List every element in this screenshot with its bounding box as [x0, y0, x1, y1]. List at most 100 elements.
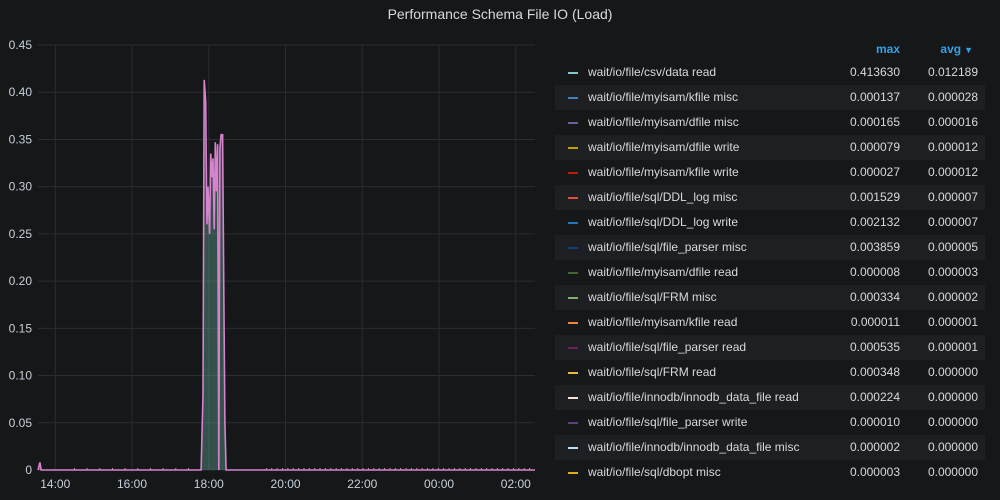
legend-series-name[interactable]: wait/io/file/sql/dbopt misc [588, 465, 721, 479]
legend-avg-value: 0.000000 [927, 390, 978, 404]
legend-series-name[interactable]: wait/io/file/sql/FRM misc [588, 290, 717, 304]
legend-series-name[interactable]: wait/io/file/sql/file_parser misc [588, 240, 747, 254]
legend-row[interactable]: wait/io/file/myisam/kfile misc 0.000137 0.… [555, 85, 985, 110]
legend-series-name[interactable]: wait/io/file/myisam/kfile misc [588, 90, 739, 104]
series-color-swatch[interactable] [568, 247, 578, 249]
series-color-swatch[interactable] [568, 122, 578, 124]
series-color-swatch[interactable] [568, 147, 578, 149]
series-color-swatch[interactable] [568, 297, 578, 299]
y-tick-label: 0.05 [9, 416, 33, 430]
legend-row[interactable]: wait/io/file/innodb/innodb_data_file rea… [555, 385, 985, 410]
x-tick-label: 00:00 [424, 477, 454, 491]
time-series-chart[interactable]: 0 0.05 0.10 0.15 0.20 0.25 0.30 0.35 0.40 0.45 14:… [0, 0, 550, 500]
legend-avg-value: 0.000012 [927, 165, 978, 179]
series-color-swatch[interactable] [568, 472, 578, 474]
legend-row[interactable]: wait/io/file/sql/DDL_log misc 0.001529 0.0… [555, 185, 985, 210]
legend-max-value: 0.000535 [849, 340, 900, 354]
y-tick-label: 0.25 [9, 227, 33, 241]
legend-max-value: 0.000137 [849, 90, 900, 104]
series-color-swatch[interactable] [568, 447, 578, 449]
legend-avg-value: 0.000000 [927, 440, 978, 454]
legend-max-value: 0.000165 [849, 115, 900, 129]
legend-series-name[interactable]: wait/io/file/myisam/kfile write [588, 165, 739, 179]
legend-avg-value: 0.000002 [927, 290, 978, 304]
y-tick-label: 0.30 [9, 180, 33, 194]
legend-avg-label: avg [940, 42, 962, 56]
legend-avg-value: 0.000012 [927, 140, 978, 154]
legend-series-name[interactable]: wait/io/file/myisam/kfile read [588, 315, 738, 329]
legend-row[interactable]: wait/io/file/sql/file_parser write 0.0000… [555, 410, 985, 435]
legend-max-value: 0.003859 [849, 240, 900, 254]
legend-avg-value: 0.000000 [927, 365, 978, 379]
legend-series-name[interactable]: wait/io/file/sql/FRM read [588, 365, 717, 379]
legend-row[interactable]: wait/io/file/sql/file_parser misc 0.00385… [555, 235, 985, 260]
y-tick-label: 0.15 [9, 321, 33, 335]
legend-max-value: 0.000008 [849, 265, 900, 279]
legend-row[interactable]: wait/io/file/myisam/kfile read 0.000011 0.… [555, 310, 985, 335]
legend-max-value: 0.000003 [849, 465, 900, 479]
legend-series-name[interactable]: wait/io/file/innodb/innodb_data_file mis… [588, 440, 800, 454]
legend-series-name[interactable]: wait/io/file/sql/file_parser read [588, 340, 747, 354]
legend-table: max avg ▼ wait/io/file/csv/data read 0.413… [555, 38, 985, 485]
legend-row[interactable]: wait/io/file/myisam/kfile write 0.000027 0… [555, 160, 985, 185]
y-tick-label: 0.20 [9, 274, 33, 288]
legend-row[interactable]: wait/io/file/myisam/dfile misc 0.000165 0.… [555, 110, 985, 135]
y-tick-label: 0.40 [9, 85, 33, 99]
legend-row[interactable]: wait/io/file/sql/dbopt misc 0.000003 0.000… [555, 460, 985, 485]
series-color-swatch[interactable] [568, 372, 578, 374]
series-color-swatch[interactable] [568, 347, 578, 349]
series-color-swatch[interactable] [568, 222, 578, 224]
series-color-swatch[interactable] [568, 172, 578, 174]
legend-max-value: 0.000002 [849, 440, 900, 454]
series-color-swatch[interactable] [568, 322, 578, 324]
x-tick-label: 22:00 [347, 477, 377, 491]
series-color-swatch[interactable] [568, 72, 578, 74]
legend-series-name[interactable]: wait/io/file/myisam/dfile misc [588, 115, 739, 129]
legend-max-value: 0.001529 [849, 190, 900, 204]
legend-rows: wait/io/file/csv/data read 0.413630 0.0121… [555, 60, 985, 485]
legend-series-name[interactable]: wait/io/file/sql/file_parser write [588, 415, 748, 429]
series-color-swatch[interactable] [568, 397, 578, 399]
legend-sort-avg[interactable]: avg ▼ [940, 42, 973, 56]
legend-series-name[interactable]: wait/io/file/innodb/innodb_data_file rea… [588, 390, 799, 404]
legend-series-name[interactable]: wait/io/file/myisam/dfile read [588, 265, 739, 279]
series-color-swatch[interactable] [568, 197, 578, 199]
legend-row[interactable]: wait/io/file/sql/DDL_log write 0.002132 0.… [555, 210, 985, 235]
x-tick-label: 20:00 [271, 477, 301, 491]
x-tick-label: 02:00 [501, 477, 531, 491]
y-tick-label: 0.35 [9, 132, 33, 146]
legend-avg-value: 0.000007 [927, 190, 978, 204]
legend-avg-value: 0.000028 [927, 90, 978, 104]
legend-avg-value: 0.000000 [927, 415, 978, 429]
legend-avg-value: 0.000003 [927, 265, 978, 279]
panel-title: Performance Schema File IO (Load) [387, 6, 613, 22]
legend-header: max avg ▼ [555, 38, 985, 60]
legend-series-name[interactable]: wait/io/file/myisam/dfile write [588, 140, 740, 154]
series-color-swatch[interactable] [568, 272, 578, 274]
chevron-down-icon: ▼ [964, 45, 973, 55]
legend-max-value: 0.413630 [849, 65, 900, 79]
legend-max-value: 0.000224 [849, 390, 900, 404]
legend-row[interactable]: wait/io/file/sql/FRM misc 0.000334 0.00000… [555, 285, 985, 310]
x-tick-label: 18:00 [194, 477, 224, 491]
legend-max-value: 0.002132 [849, 215, 900, 229]
x-tick-label: 14:00 [40, 477, 70, 491]
legend-row[interactable]: wait/io/file/myisam/dfile read 0.000008 0.… [555, 260, 985, 285]
legend-max-value: 0.000079 [849, 140, 900, 154]
series-color-swatch[interactable] [568, 422, 578, 424]
legend-row[interactable]: wait/io/file/sql/FRM read 0.000348 0.00000… [555, 360, 985, 385]
legend-row[interactable]: wait/io/file/csv/data read 0.413630 0.0121… [555, 60, 985, 85]
legend-max-value: 0.000027 [849, 165, 900, 179]
series-line[interactable] [37, 79, 535, 471]
y-tick-label: 0.10 [9, 369, 33, 383]
legend-row[interactable]: wait/io/file/sql/file_parser read 0.00053… [555, 335, 985, 360]
legend-row[interactable]: wait/io/file/myisam/dfile write 0.000079 0… [555, 135, 985, 160]
y-tick-label: 0.45 [9, 38, 33, 52]
legend-series-name[interactable]: wait/io/file/sql/DDL_log write [588, 215, 739, 229]
legend-avg-value: 0.000001 [927, 340, 978, 354]
legend-sort-max[interactable]: max [875, 42, 900, 56]
legend-row[interactable]: wait/io/file/innodb/innodb_data_file mis… [555, 435, 985, 460]
legend-series-name[interactable]: wait/io/file/csv/data read [588, 65, 717, 79]
legend-series-name[interactable]: wait/io/file/sql/DDL_log misc [588, 190, 738, 204]
series-color-swatch[interactable] [568, 97, 578, 99]
